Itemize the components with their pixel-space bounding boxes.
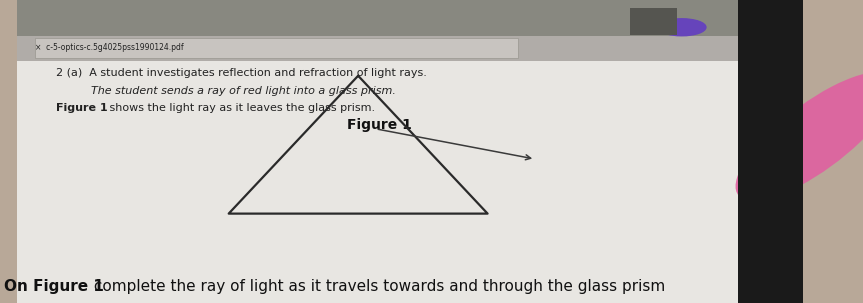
FancyBboxPatch shape: [35, 38, 518, 58]
FancyBboxPatch shape: [17, 0, 742, 303]
Circle shape: [658, 19, 706, 36]
Text: shows the light ray as it leaves the glass prism.: shows the light ray as it leaves the gla…: [106, 103, 375, 113]
Ellipse shape: [735, 72, 863, 201]
Text: complete the ray of light as it travels towards and through the glass prism: complete the ray of light as it travels …: [89, 279, 665, 294]
Bar: [630, 8, 677, 35]
Bar: [738, 0, 803, 303]
Text: The student sends a ray of red light into a glass prism.: The student sends a ray of red light int…: [91, 86, 395, 96]
Text: ×  c-5-optics-c.5g4025pss1990124.pdf: × c-5-optics-c.5g4025pss1990124.pdf: [35, 43, 183, 52]
Text: Figure 1: Figure 1: [347, 118, 413, 132]
Bar: [17, 36, 742, 61]
Text: On Figure 1: On Figure 1: [4, 279, 104, 294]
Text: Figure 1: Figure 1: [56, 103, 108, 113]
Text: 2 (a)  A student investigates reflection and refraction of light rays.: 2 (a) A student investigates reflection …: [56, 68, 427, 78]
Bar: [17, 0, 742, 36]
